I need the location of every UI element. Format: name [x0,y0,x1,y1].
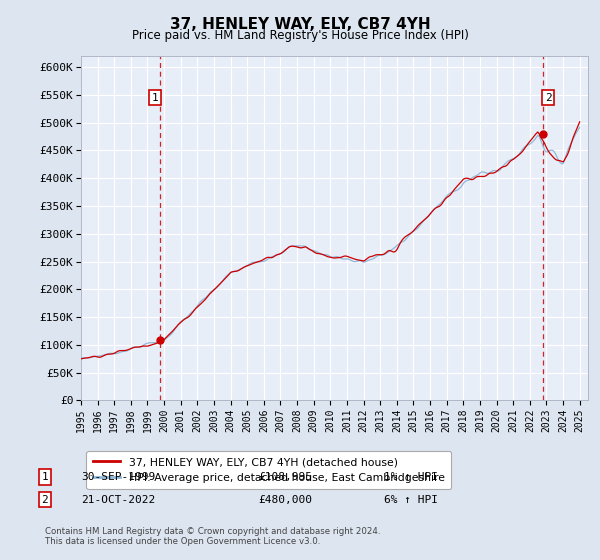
Text: 1: 1 [152,92,158,102]
Text: 2: 2 [545,92,551,102]
Text: 1: 1 [41,472,49,482]
Text: 6% ↑ HPI: 6% ↑ HPI [384,494,438,505]
Text: 2: 2 [41,494,49,505]
Text: Contains HM Land Registry data © Crown copyright and database right 2024.
This d: Contains HM Land Registry data © Crown c… [45,526,380,546]
Text: £108,995: £108,995 [258,472,312,482]
Text: 1% ↑ HPI: 1% ↑ HPI [384,472,438,482]
Text: 30-SEP-1999: 30-SEP-1999 [81,472,155,482]
Text: 37, HENLEY WAY, ELY, CB7 4YH: 37, HENLEY WAY, ELY, CB7 4YH [170,17,430,32]
Legend: 37, HENLEY WAY, ELY, CB7 4YH (detached house), HPI: Average price, detached hous: 37, HENLEY WAY, ELY, CB7 4YH (detached h… [86,451,451,489]
Text: 21-OCT-2022: 21-OCT-2022 [81,494,155,505]
Text: Price paid vs. HM Land Registry's House Price Index (HPI): Price paid vs. HM Land Registry's House … [131,29,469,42]
Text: £480,000: £480,000 [258,494,312,505]
